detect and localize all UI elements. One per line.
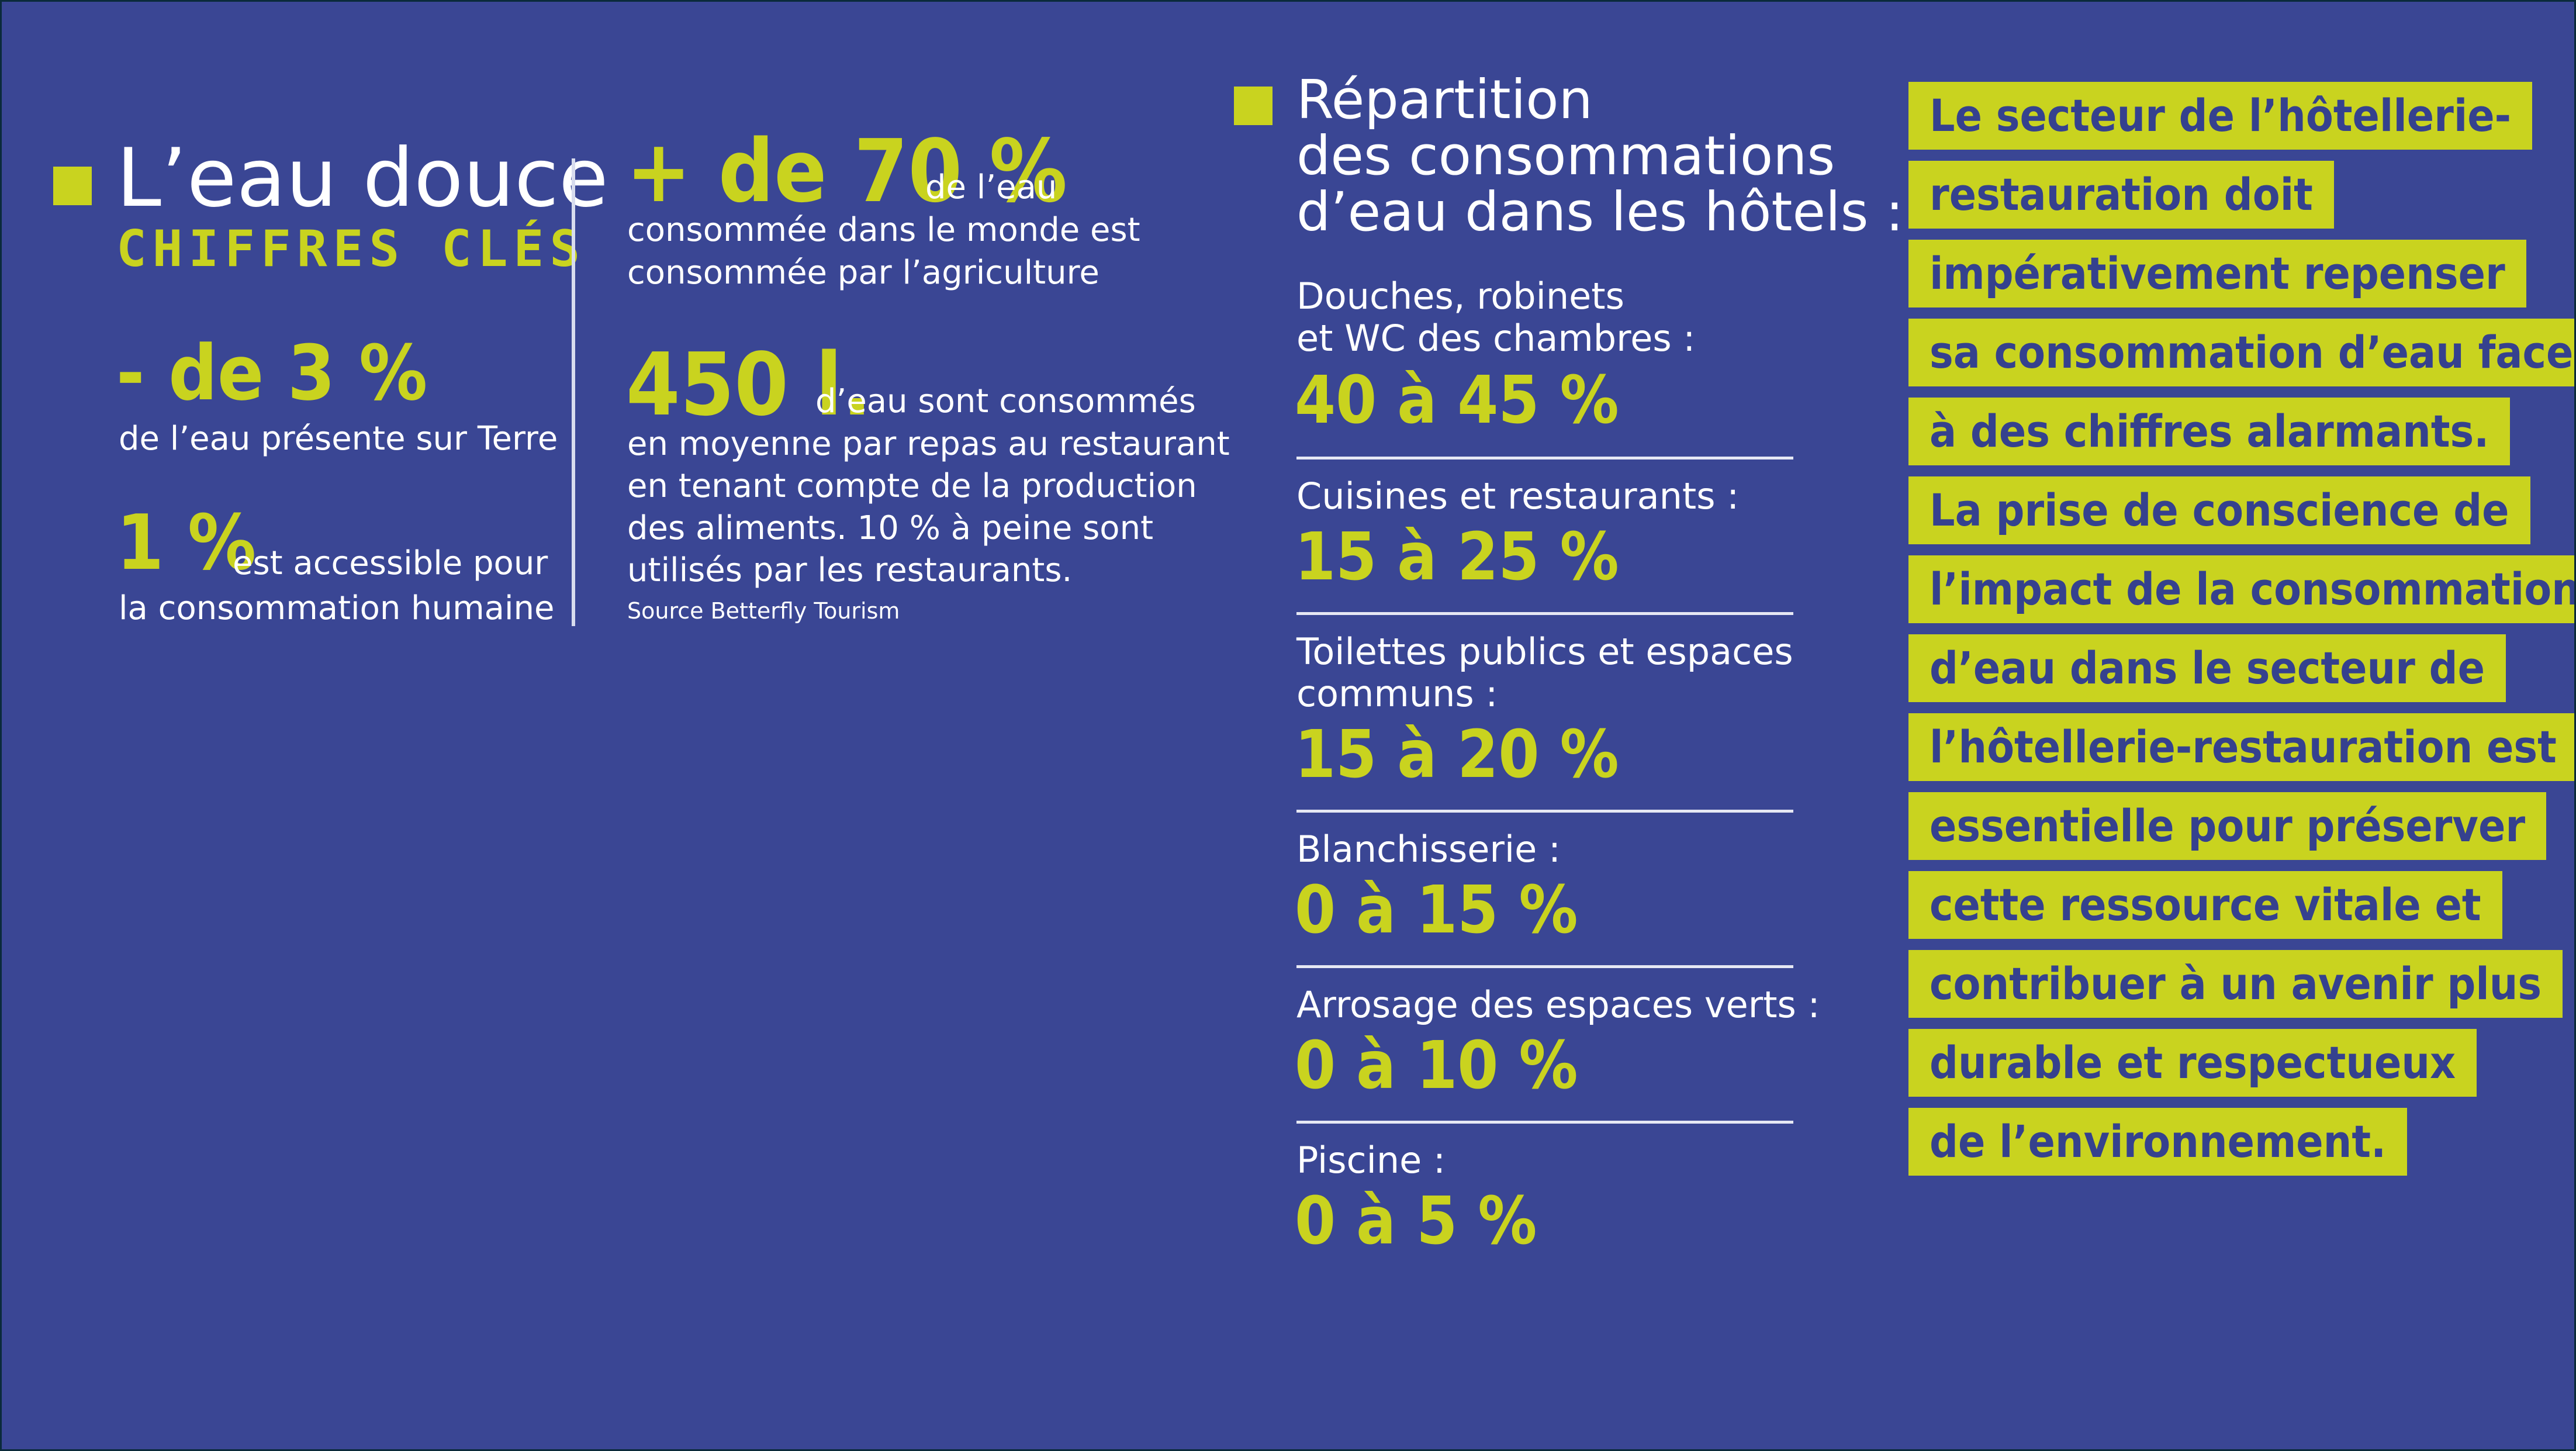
highlight-line: d’eau dans le secteur de bbox=[1908, 634, 2506, 702]
separator bbox=[1296, 612, 1793, 615]
agriculture-text-3: consommée par l’agriculture bbox=[627, 254, 1099, 292]
vertical-divider bbox=[572, 158, 575, 626]
repartition-item-value: 0 à 5 % bbox=[1295, 1183, 1537, 1259]
repartition-item-label: Blanchisserie : bbox=[1296, 828, 1561, 870]
stat-fresh-water-value: - de 3 % bbox=[116, 329, 428, 417]
repartition-item-label: Cuisines et restaurants : bbox=[1296, 475, 1740, 517]
repartition-item-label: Arrosage des espaces verts : bbox=[1296, 983, 1820, 1026]
repartition-title: Répartition des consommations d’eau dans… bbox=[1296, 72, 1904, 240]
repartition-item-label: communs : bbox=[1296, 672, 1498, 715]
agriculture-value: + de 70 % bbox=[626, 121, 1067, 222]
restaurant-text-3: en tenant compte de la production bbox=[627, 467, 1197, 505]
repartition-title-line-2: des consommations bbox=[1296, 125, 1835, 187]
restaurant-text-4: des aliments. 10 % à peine sont bbox=[627, 509, 1154, 547]
source-note: Source Betterfly Tourism bbox=[627, 598, 900, 624]
highlight-line: à des chiffres alarmants. bbox=[1908, 398, 2511, 465]
restaurant-text-1: d’eau sont consommés bbox=[815, 382, 1196, 420]
repartition-item-value: 15 à 25 % bbox=[1295, 519, 1619, 595]
repartition-item-label: et WC des chambres : bbox=[1296, 317, 1696, 360]
highlight-line: durable et respectueux bbox=[1908, 1029, 2477, 1097]
restaurant-text-2: en moyenne par repas au restaurant bbox=[627, 425, 1230, 463]
subtitle: CHIFFRES CLÉS bbox=[116, 220, 586, 278]
repartition-item-value: 40 à 45 % bbox=[1295, 362, 1619, 438]
highlight-line: impérativement repenser bbox=[1908, 240, 2526, 308]
highlight-line: restauration doit bbox=[1908, 161, 2334, 229]
agriculture-text-1: de l’eau bbox=[925, 168, 1057, 206]
highlight-line: l’hôtellerie-restauration est bbox=[1908, 713, 2574, 781]
separator bbox=[1296, 965, 1793, 968]
restaurant-value: 450 l. bbox=[626, 334, 872, 435]
repartition-item-value: 0 à 15 % bbox=[1295, 872, 1578, 948]
repartition-item-label: Toilettes publics et espaces bbox=[1296, 630, 1793, 673]
repartition-item-value: 0 à 10 % bbox=[1295, 1028, 1578, 1104]
highlight-line: l’impact de la consommation bbox=[1908, 555, 2574, 623]
highlight-line: contribuer à un avenir plus bbox=[1908, 950, 2563, 1018]
stat-fresh-water-text: de l’eau présente sur Terre bbox=[119, 420, 558, 458]
repartition-title-line-3: d’eau dans les hôtels : bbox=[1296, 181, 1904, 243]
stat-accessible-text-2: la consommation humaine bbox=[119, 589, 555, 627]
separator bbox=[1296, 810, 1793, 813]
restaurant-text-5: utilisés par les restaurants. bbox=[627, 551, 1073, 589]
agriculture-text-2: consommée dans le monde est bbox=[627, 211, 1140, 249]
title: L’eau douce bbox=[116, 131, 608, 225]
repartition-item-label: Douches, robinets bbox=[1296, 275, 1624, 317]
repartition-item-label: Piscine : bbox=[1296, 1139, 1446, 1181]
stat-accessible-text-1: est accessible pour bbox=[233, 544, 548, 582]
repartition-title-line-1: Répartition bbox=[1296, 68, 1593, 131]
separator bbox=[1296, 1121, 1793, 1124]
stat-accessible-value: 1 % bbox=[116, 498, 257, 587]
accent-square-icon bbox=[1234, 87, 1273, 125]
repartition-item-value: 15 à 20 % bbox=[1295, 717, 1619, 793]
highlight-line: Le secteur de l’hôtellerie- bbox=[1908, 82, 2533, 150]
separator bbox=[1296, 457, 1793, 460]
highlight-line: La prise de conscience de bbox=[1908, 476, 2530, 544]
accent-square-icon bbox=[53, 167, 92, 205]
highlight-line: cette ressource vitale et bbox=[1908, 871, 2502, 939]
highlight-line: essentielle pour préserver bbox=[1908, 792, 2547, 860]
highlight-line: de l’environnement. bbox=[1908, 1108, 2408, 1176]
highlight-line: sa consommation d’eau face bbox=[1908, 319, 2574, 386]
